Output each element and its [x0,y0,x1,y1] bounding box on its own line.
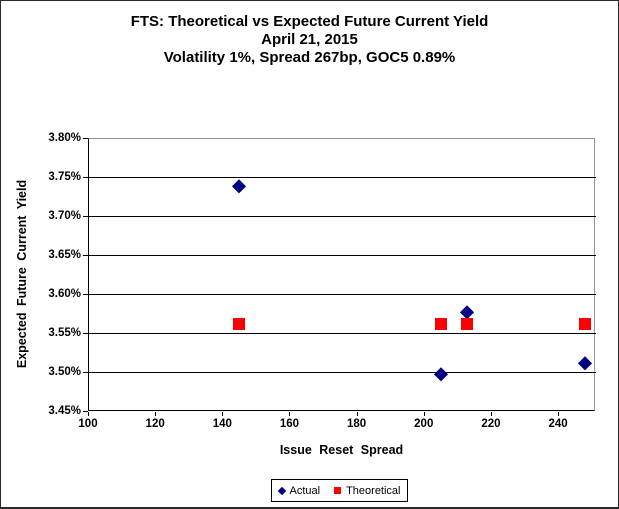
data-point-theoretical [461,317,474,330]
x-tick-label: 100 [78,418,98,430]
legend-item-theoretical: Theoretical [334,484,401,497]
chart-title-line3: Volatility 1%, Spread 267bp, GOC5 0.89% [163,49,456,66]
gridline-3.65% [89,255,596,256]
y-tick-3.65% [83,255,88,256]
x-tick-label: 200 [414,418,434,430]
y-tick-3.70% [83,216,88,217]
gridline-3.55% [89,333,596,334]
x-tick-label: 160 [279,418,300,430]
y-tick-label: 3.70% [48,209,81,222]
gridline-3.50% [89,372,596,373]
chart-title-line2: April 21, 2015 [261,31,358,48]
legend-label-actual: Actual [289,484,321,497]
y-tick-3.60% [83,294,88,295]
x-tick-label: 240 [548,418,568,430]
y-tick-label: 3.60% [48,287,81,300]
data-point-theoretical [233,317,246,330]
plot-area [88,138,595,411]
y-tick-3.75% [83,177,88,178]
y-axis-title: Expected Future Current Yield [15,179,29,369]
y-tick-3.80% [83,138,88,139]
chart-title: FTS: Theoretical vs Expected Future Curr… [1,13,618,67]
theoretical-square-icon [334,487,342,494]
chart-title-line1: FTS: Theoretical vs Expected Future Curr… [130,13,489,30]
x-tick-180 [356,412,358,416]
x-tick-200 [423,412,425,416]
x-tick-220 [490,412,492,416]
x-tick-160 [289,412,291,416]
x-tick-140 [222,412,224,416]
x-tick-120 [155,412,157,416]
legend: Actual Theoretical [271,479,408,502]
x-tick-label: 180 [347,418,367,430]
x-tick-label: 220 [481,418,501,430]
x-tick-240 [558,412,560,416]
gridline-3.70% [89,216,596,217]
y-tick-3.55% [83,333,88,334]
y-tick-label: 3.75% [48,170,81,183]
y-tick-label: 3.45% [48,404,81,417]
legend-item-actual: Actual [277,484,321,497]
gridline-3.60% [89,294,596,295]
x-axis-title: Issue Reset Spread [279,443,404,457]
x-tick-label: 140 [212,418,232,430]
data-point-theoretical [434,317,447,330]
y-tick-label: 3.50% [48,365,81,378]
y-tick-3.45% [83,411,88,412]
y-tick-3.50% [83,372,88,373]
y-tick-label: 3.65% [48,248,81,261]
y-tick-label: 3.55% [48,326,81,339]
gridline-3.75% [89,177,596,178]
y-tick-label: 3.80% [48,131,81,144]
data-point-theoretical [578,317,591,330]
x-tick-100 [88,412,89,416]
x-tick-label: 120 [145,418,165,430]
actual-diamond-icon [277,486,286,495]
legend-label-theoretical: Theoretical [346,484,401,497]
